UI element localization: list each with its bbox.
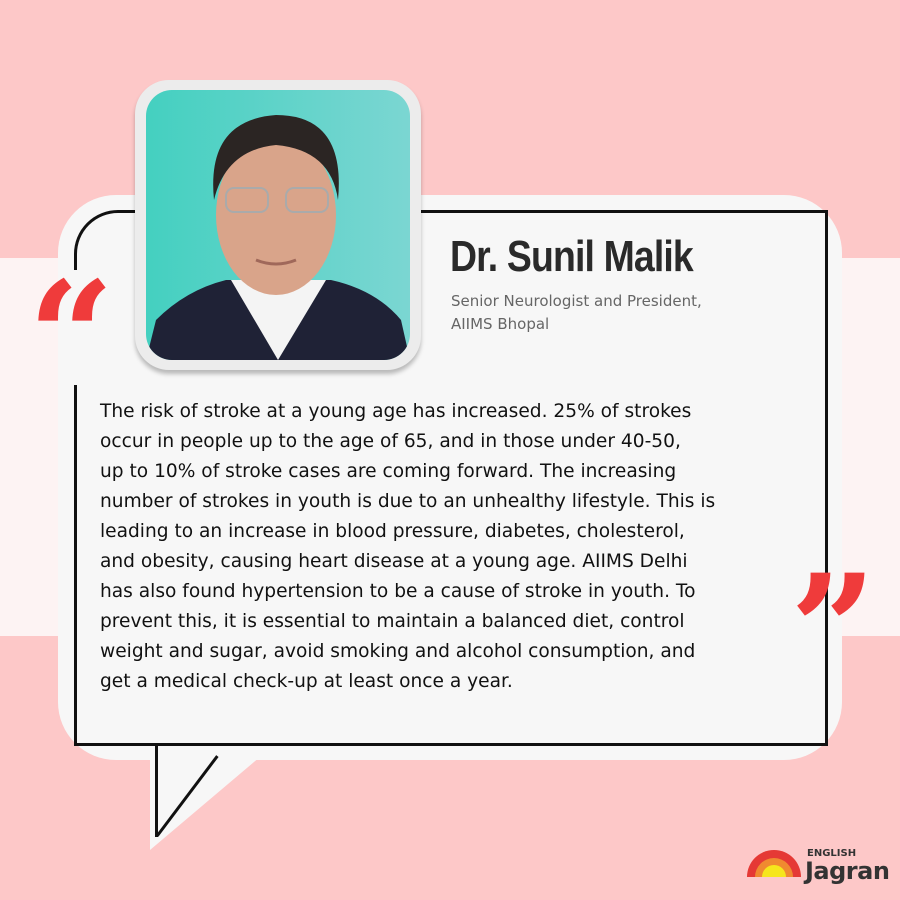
quote-line: occur in people up to the age of 65, and… <box>100 431 681 452</box>
quote-line: leading to an increase in blood pressure… <box>100 521 685 542</box>
role-line: AIIMS Bhopal <box>451 315 550 333</box>
close-quote-icon: ” <box>790 542 877 718</box>
role-line: Senior Neurologist and President, <box>451 292 702 310</box>
quote-line: and obesity, causing heart disease at a … <box>100 551 688 572</box>
speaker-photo <box>146 90 410 360</box>
speaker-name: Dr. Sunil Malik <box>450 232 694 281</box>
quote-line: prevent this, it is essential to maintai… <box>100 611 685 632</box>
quote-text: The risk of stroke at a young age has in… <box>100 397 715 697</box>
speaker-photo-frame <box>135 80 421 370</box>
speaker-role: Senior Neurologist and President, AIIMS … <box>451 290 702 336</box>
jagran-logo: ENGLISH Jagran <box>745 845 890 885</box>
sun-logo-icon <box>747 850 801 877</box>
quote-line: weight and sugar, avoid smoking and alco… <box>100 641 696 662</box>
logo-jagran: Jagran <box>805 857 890 885</box>
tail-outline <box>155 744 158 837</box>
outline-gap <box>66 270 86 385</box>
quote-line: up to 10% of stroke cases are coming for… <box>100 461 677 482</box>
bubble-outline <box>74 210 828 746</box>
quote-line: has also found hypertension to be a caus… <box>100 581 696 602</box>
logo-english: ENGLISH <box>807 848 857 859</box>
quote-line: The risk of stroke at a young age has in… <box>100 401 692 422</box>
open-quote-icon: “ <box>28 249 115 425</box>
quote-line: number of strokes in youth is due to an … <box>100 491 716 512</box>
quote-line: get a medical check-up at least once a y… <box>100 671 513 692</box>
